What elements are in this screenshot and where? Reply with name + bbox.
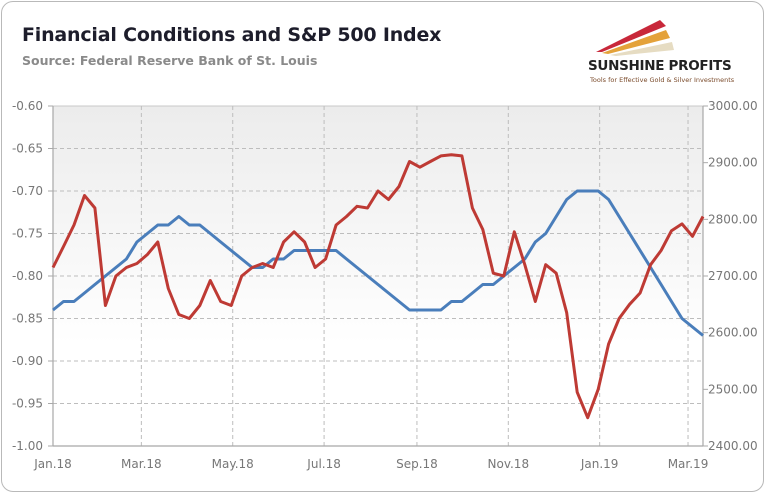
left-axis-tick-label: -0.90	[12, 354, 43, 368]
right-axis-tick-label: 2900.00	[708, 156, 758, 170]
left-axis-tick-label: -0.70	[12, 184, 43, 198]
chart-title: Financial Conditions and S&P 500 Index	[22, 24, 442, 46]
financial-conditions-line	[52, 189, 704, 337]
left-axis-tick-label: -0.75	[12, 227, 43, 241]
logo-name: SUNSHINE PROFITS	[588, 58, 732, 74]
left-axis-tick-label: -0.95	[12, 397, 43, 411]
x-axis-tick-label: Mar.19	[668, 457, 709, 471]
right-axis-tick-label: 2700.00	[708, 269, 758, 283]
x-axis-tick-label: Mar.18	[121, 457, 162, 471]
chart-subtitle: Source: Federal Reserve Bank of St. Loui…	[22, 53, 318, 68]
right-axis-tick-label: 3000.00	[708, 99, 758, 113]
left-axis-tick-label: -0.85	[12, 312, 43, 326]
right-axis-tick-label: 2800.00	[708, 212, 758, 226]
x-axis-tick-label: May.18	[212, 457, 254, 471]
x-axis-tick-label: Jul.18	[306, 457, 341, 471]
left-axis-tick-label: -0.80	[12, 269, 43, 283]
right-axis-tick-label: 2400.00	[708, 439, 758, 453]
left-axis-tick-label: -0.60	[12, 99, 43, 113]
left-axis-tick-label: -1.00	[12, 439, 43, 453]
left-axis-tick-label: -0.65	[12, 142, 43, 156]
sunshine-profits-logo: SUNSHINE PROFITS Tools for Effective Gol…	[588, 14, 758, 84]
sp500-line	[51, 153, 705, 420]
x-axis-tick-label: Jan.18	[33, 457, 72, 471]
logo-tagline: Tools for Effective Gold & Silver Invest…	[590, 76, 735, 84]
x-axis-tick-label: Nov.18	[488, 457, 530, 471]
x-axis-tick-label: Sep.18	[396, 457, 438, 471]
logo-rays-icon	[596, 20, 674, 56]
right-axis-tick-label: 2600.00	[708, 326, 758, 340]
right-axis-tick-label: 2500.00	[708, 382, 758, 396]
x-axis-tick-label: Jan.19	[580, 457, 619, 471]
